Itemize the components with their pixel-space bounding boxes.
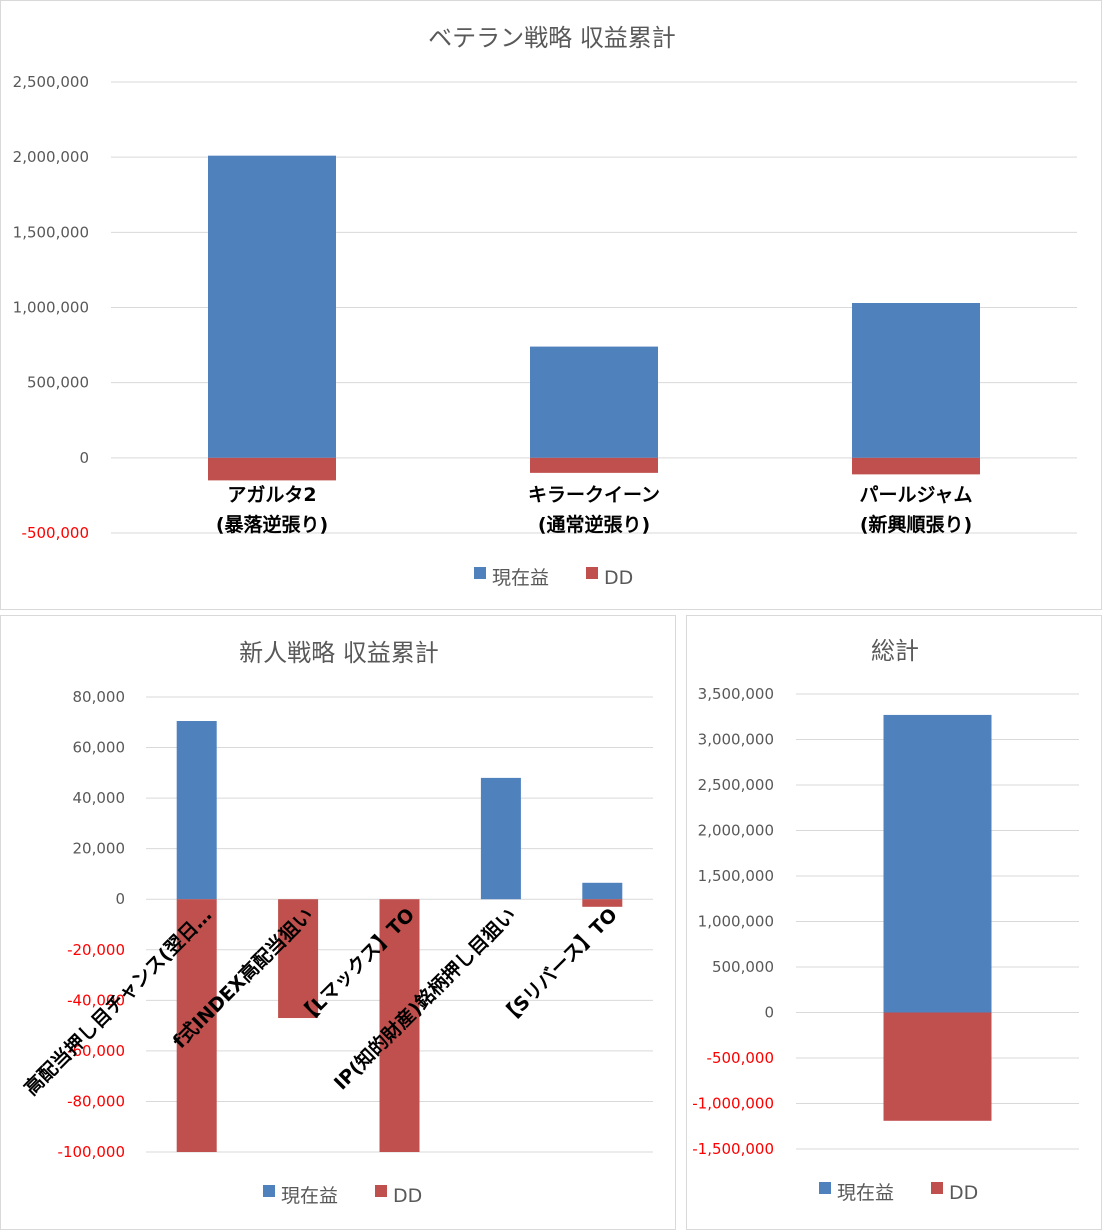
legend-swatch-profit [474,567,486,579]
bar-profit [883,714,992,1013]
legend-swatch-dd [931,1182,943,1194]
category-label: (通常逆張り) [538,513,650,536]
bar-dd [852,457,980,475]
bar-profit [480,777,521,900]
y-tick-label: -40,000 [67,991,125,1009]
newbie-chart: 新人戦略 収益累計 80,000 60,000 40,000 20,000 0 -20,00… [20,639,653,1207]
chart-title: 新人戦略 収益累計 [239,639,439,667]
category-label: (暴落逆張り) [216,513,328,536]
legend-label-profit: 現在益 [837,1182,894,1204]
legend-swatch-profit [263,1185,275,1197]
y-tick-label: -20,000 [67,941,125,959]
y-tick-label: 500,000 [27,374,89,392]
legend: 現在益 DD [474,567,633,589]
legend-swatch-dd [375,1185,387,1197]
y-tick-label: 20,000 [73,840,126,858]
y-tick-label: 60,000 [73,739,126,757]
y-tick-label: 2,500,000 [698,776,774,794]
y-tick-label: 2,000,000 [698,822,774,840]
y-tick-label: 1,500,000 [13,223,89,241]
bar-profit [582,882,623,900]
y-tick-label: 3,000,000 [698,731,774,749]
legend-label-profit: 現在益 [281,1185,338,1207]
legend: 現在益 DD [263,1185,422,1207]
category-label: キラークイーン [528,484,660,506]
legend-swatch-profit [819,1182,831,1194]
y-tick-label: 2,000,000 [13,148,89,166]
y-tick-label: 3,500,000 [698,685,774,703]
y-tick-label: 0 [115,890,125,908]
y-tick-label: -1,000,000 [692,1095,774,1113]
chart-title: 総計 [871,637,919,665]
y-tick-label: -80,000 [67,1092,125,1110]
bar-dd [278,899,319,1019]
category-label: パールジャム [859,484,972,506]
y-tick-label: 1,000,000 [13,299,89,317]
bar-dd [208,457,336,481]
total-chart: 総計 3,500,000 3,000,000 2,500,000 2,000,000 1,… [692,637,1079,1204]
category-label: アガルタ2 [227,484,316,506]
y-tick-label: -60,000 [67,1042,125,1060]
legend-label-dd: DD [949,1182,978,1204]
bar-profit [852,302,980,458]
y-tick-label: -500,000 [22,524,89,542]
veteran-chart-panel: ベテラン戦略 収益累計 2,500,000 2,000,000 1,500,000 1,… [0,0,1102,610]
legend-label-profit: 現在益 [492,567,549,589]
legend-swatch-dd [586,567,598,579]
y-tick-label: 500,000 [712,958,774,976]
y-tick-label: 0 [764,1004,774,1022]
y-tick-label: 1,500,000 [698,867,774,885]
y-tick-label: -500,000 [707,1049,774,1067]
y-tick-label: -100,000 [58,1143,125,1161]
bar-dd [530,457,658,473]
category-label: IP(知的財産)銘柄押し目狙い [329,903,520,1094]
y-tick-label: 0 [79,449,89,467]
y-tick-label: -1,500,000 [692,1140,774,1158]
y-tick-label: 40,000 [73,789,126,807]
veteran-chart: ベテラン戦略 収益累計 2,500,000 2,000,000 1,500,000 1,… [13,24,1077,589]
y-tick-label: 1,000,000 [698,913,774,931]
legend-label-dd: DD [604,567,633,589]
y-tick-label: 80,000 [73,688,126,706]
chart-title: ベテラン戦略 収益累計 [428,24,676,52]
legend: 現在益 DD [819,1182,978,1204]
bar-dd [883,1012,992,1121]
legend-label-dd: DD [393,1185,422,1207]
total-chart-panel: 総計 3,500,000 3,000,000 2,500,000 2,000,000 1,… [686,615,1102,1230]
y-tick-label: 2,500,000 [13,73,89,91]
bar-profit [208,155,336,458]
bar-profit [176,721,217,900]
newbie-chart-panel: 新人戦略 収益累計 80,000 60,000 40,000 20,000 0 -20,00… [0,615,676,1230]
category-label: (新興順張り) [860,513,972,536]
bar-dd [176,899,217,1152]
bar-profit [530,346,658,458]
bar-dd [379,899,420,1152]
bar-dd [582,899,623,907]
